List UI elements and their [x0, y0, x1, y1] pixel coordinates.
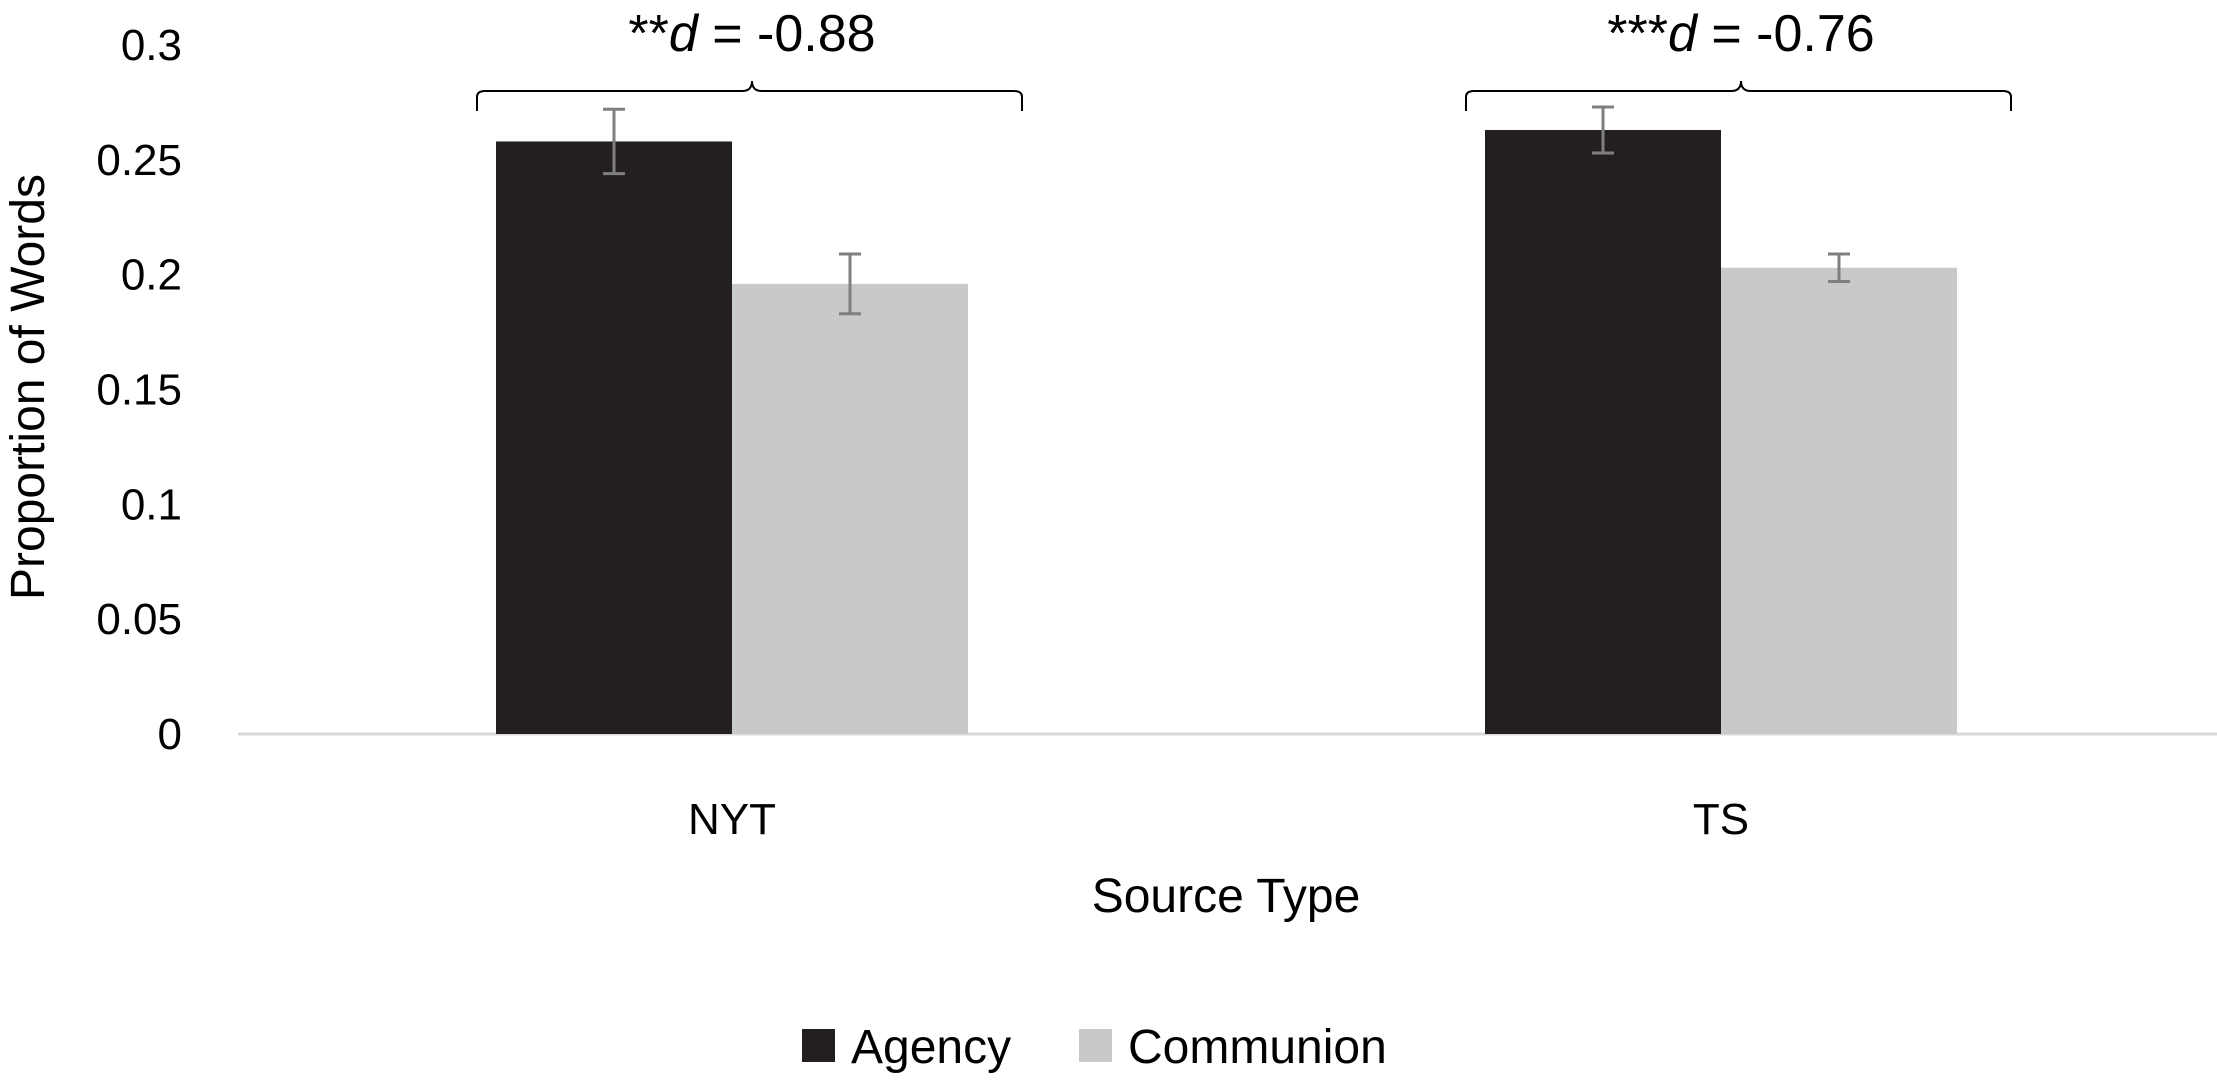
y-tick-label-0: 0 [158, 710, 182, 759]
y-tick-label-6: 0.3 [121, 21, 182, 70]
bar-nyt-agency [496, 141, 732, 734]
bars [496, 129, 1957, 734]
y-tick-label-1: 0.05 [96, 595, 182, 644]
legend: Agency Communion [802, 1021, 1387, 1074]
x-axis-title: Source Type [1092, 870, 1361, 923]
bar-ts-communion [1721, 267, 1957, 734]
y-axis-title: Proportion of Words [2, 174, 55, 600]
y-tick-label-3: 0.15 [96, 366, 182, 415]
x-tick-label-nyt: NYT [688, 795, 776, 844]
y-tick-label-2: 0.1 [121, 480, 182, 529]
x-tick-label-ts: TS [1693, 795, 1749, 844]
error-bar-ts-communion [1828, 252, 1850, 284]
bracket-nyt [476, 80, 1023, 111]
y-tick-label-4: 0.2 [121, 251, 182, 300]
legend-label-communion: Communion [1128, 1021, 1387, 1074]
error-bar-nyt-agency [603, 107, 625, 176]
bracket-ts [1465, 80, 2012, 111]
y-tick-label-5: 0.25 [96, 136, 182, 185]
effect-size-label-ts: ***d = -0.76 [1607, 5, 1874, 63]
error-bars [603, 105, 1850, 316]
legend-swatch-communion [1079, 1029, 1112, 1062]
error-bar-ts-agency [1592, 105, 1614, 155]
y-axis-ticks: 0 0.05 0.1 0.15 0.2 0.25 0.3 [96, 21, 182, 759]
effect-size-label-nyt: **d = -0.88 [628, 5, 875, 63]
error-bar-nyt-communion [839, 252, 861, 316]
bar-ts-agency [1485, 129, 1721, 734]
significance-brackets: **d = -0.88 ***d = -0.76 [476, 5, 2012, 111]
bar-nyt-communion [732, 283, 968, 734]
legend-label-agency: Agency [851, 1021, 1011, 1074]
legend-swatch-agency [802, 1029, 835, 1062]
x-axis-ticks: NYT TS [688, 795, 1749, 844]
